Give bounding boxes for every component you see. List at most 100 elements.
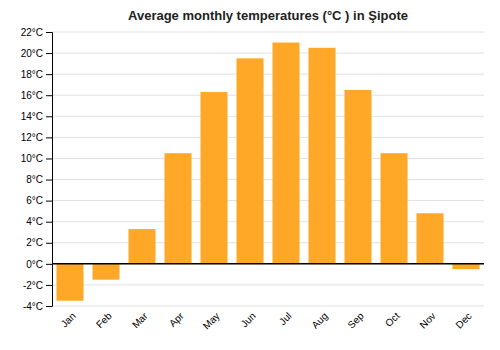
bar	[453, 264, 480, 269]
grid-line	[52, 306, 484, 307]
y-tick: 22°C	[21, 27, 52, 38]
x-tick-label: May	[201, 310, 222, 331]
grid-line	[52, 179, 484, 180]
y-tick-mark	[46, 180, 52, 181]
bar	[345, 90, 372, 264]
grid	[52, 32, 484, 306]
y-tick-label: -4°C	[23, 301, 43, 312]
bar	[129, 229, 156, 264]
x-tick-label: Oct	[383, 310, 402, 329]
y-axis-line	[46, 33, 53, 307]
y-tick-mark	[46, 53, 52, 54]
x-tick: Aug	[309, 310, 329, 330]
chart: -4°C -2°C 0°C 2°C 4°C 6°C 8°C 10°C 12°C 14°C 16°C 1…	[0, 0, 500, 350]
bar	[381, 153, 408, 264]
x-tick-label: Dec	[453, 310, 473, 330]
x-tick: Jan	[59, 310, 78, 329]
y-tick-label: 8°C	[26, 174, 43, 185]
y-tick: 12°C	[21, 132, 52, 143]
y-tick-mark	[46, 137, 52, 138]
y-tick-mark	[46, 158, 52, 159]
y-tick-label: 18°C	[21, 69, 43, 80]
y-tick-label: 20°C	[21, 48, 43, 59]
bar	[309, 48, 336, 264]
bar	[273, 43, 300, 264]
bar	[93, 264, 120, 280]
bar	[57, 264, 84, 301]
y-tick: 2°C	[26, 237, 52, 248]
x-tick: Mar	[130, 310, 150, 330]
x-tick: Jul	[277, 310, 294, 327]
y-tick: 6°C	[26, 195, 52, 206]
y-tick: 20°C	[21, 48, 52, 59]
y-tick: 0°C	[26, 259, 52, 270]
y-tick-label: -2°C	[23, 280, 43, 291]
y-tick: 10°C	[21, 153, 52, 164]
y-tick-label: 0°C	[26, 259, 43, 270]
x-axis: Jan Feb Mar Apr May Jun Jul Aug Sep Oct Nov Dec	[53, 307, 485, 332]
grid-line	[52, 263, 484, 264]
x-tick-label: Nov	[417, 310, 437, 330]
y-tick: 16°C	[21, 90, 52, 101]
y-tick-label: 2°C	[26, 237, 43, 248]
y-tick: -4°C	[23, 301, 52, 312]
y-tick: -2°C	[23, 280, 52, 291]
bar	[237, 58, 264, 264]
grid-line	[52, 74, 484, 75]
x-tick-label: Sep	[345, 310, 366, 331]
y-tick-mark	[46, 285, 52, 286]
bar	[201, 92, 228, 264]
bar	[165, 153, 192, 264]
y-tick-mark	[46, 222, 52, 223]
y-tick-mark	[46, 116, 52, 117]
grid-line	[52, 116, 484, 117]
x-tick: Nov	[417, 310, 437, 330]
x-tick: Sep	[345, 310, 366, 331]
x-axis-line	[53, 306, 485, 307]
y-tick-label: 16°C	[21, 90, 43, 101]
y-tick-label: 4°C	[26, 216, 43, 227]
grid-line	[52, 53, 484, 54]
bars	[57, 43, 480, 301]
x-tick: Apr	[167, 310, 186, 329]
grid-line	[52, 158, 484, 159]
x-tick: Feb	[94, 310, 114, 330]
x-tick: Jun	[239, 310, 258, 329]
x-tick: May	[201, 310, 222, 331]
plot: -4°C -2°C 0°C 2°C 4°C 6°C 8°C 10°C 12°C 14°C 16°C 1…	[21, 27, 485, 332]
y-tick: 8°C	[26, 174, 52, 185]
y-tick-mark	[46, 264, 52, 265]
y-tick-label: 12°C	[21, 132, 43, 143]
zero-line	[52, 263, 484, 265]
grid-line	[52, 32, 484, 33]
y-tick-label: 6°C	[26, 195, 43, 206]
x-tick-label: Jun	[239, 310, 258, 329]
x-tick: Oct	[383, 310, 402, 329]
y-tick-label: 10°C	[21, 153, 43, 164]
y-tick-mark	[46, 243, 52, 244]
y-tick: 18°C	[21, 69, 52, 80]
y-tick: 14°C	[21, 111, 52, 122]
title: Average monthly temperatures (°C ) in Şi…	[128, 8, 408, 23]
x-tick-label: Feb	[94, 310, 114, 330]
y-tick-mark	[46, 32, 52, 33]
y-tick-mark	[46, 95, 52, 96]
y-tick-mark	[46, 74, 52, 75]
x-tick-label: Mar	[130, 310, 150, 330]
grid-line	[52, 137, 484, 138]
x-tick-label: Aug	[309, 310, 329, 330]
x-tick-label: Jul	[277, 310, 294, 327]
grid-line	[52, 284, 484, 285]
bar	[417, 213, 444, 264]
y-tick-label: 22°C	[21, 27, 43, 38]
x-tick: Dec	[453, 310, 473, 330]
x-tick-label: Jan	[59, 310, 78, 329]
grid-line	[52, 95, 484, 96]
y-tick: 4°C	[26, 216, 52, 227]
y-tick-mark	[46, 201, 52, 202]
x-tick-label: Apr	[167, 310, 186, 329]
y-tick-mark	[46, 306, 52, 307]
grid-line	[52, 200, 484, 201]
y-tick-label: 14°C	[21, 111, 43, 122]
y-axis: -4°C -2°C 0°C 2°C 4°C 6°C 8°C 10°C 12°C 14°C 16°C 1…	[21, 27, 53, 312]
